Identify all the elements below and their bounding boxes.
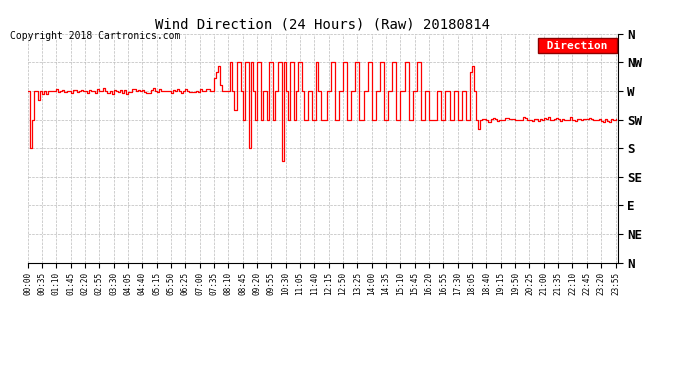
- Text: Direction: Direction: [540, 40, 615, 51]
- Text: Copyright 2018 Cartronics.com: Copyright 2018 Cartronics.com: [10, 32, 181, 41]
- Title: Wind Direction (24 Hours) (Raw) 20180814: Wind Direction (24 Hours) (Raw) 20180814: [155, 17, 490, 31]
